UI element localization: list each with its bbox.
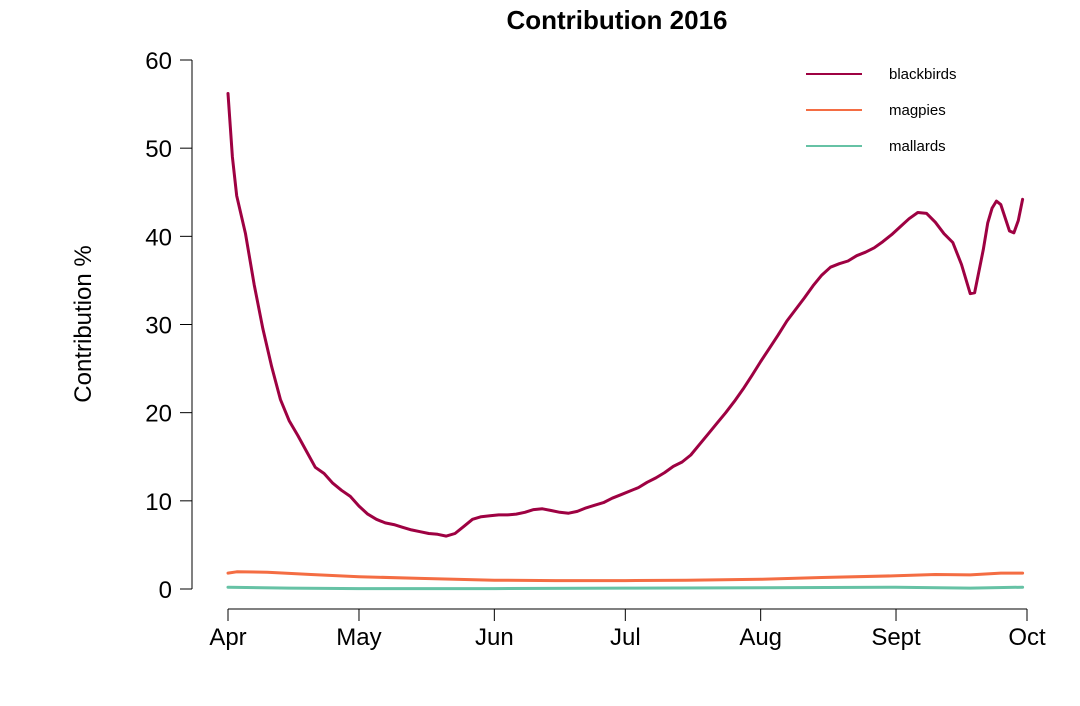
series-line-blackbirds <box>226 92 1025 538</box>
y-tick-label: 60 <box>145 48 172 75</box>
y-tick-label: 0 <box>159 577 172 604</box>
legend: blackbirds magpies mallards <box>806 66 957 155</box>
y-axis: 0 10 20 30 40 50 60 <box>145 48 193 604</box>
legend-label-blackbirds: blackbirds <box>889 66 957 83</box>
y-tick-label: 10 <box>145 489 172 516</box>
y-tick-label: 50 <box>145 136 172 163</box>
plot-area <box>226 92 1025 591</box>
x-tick-label: Aug <box>739 624 782 651</box>
chart-title: Contribution 2016 <box>506 5 727 35</box>
y-axis-label: Contribution % <box>70 245 97 402</box>
y-tick-label: 40 <box>145 224 172 251</box>
x-tick-label: Sept <box>871 624 921 651</box>
x-tick-label: Jul <box>610 624 641 651</box>
x-tick-label: May <box>336 624 381 651</box>
x-tick-label: Apr <box>209 624 246 651</box>
legend-label-mallards: mallards <box>889 138 946 155</box>
x-tick-label: Jun <box>475 624 514 651</box>
y-tick-label: 20 <box>145 401 172 428</box>
x-axis: Apr May Jun Jul Aug Sept Oct <box>209 608 1046 651</box>
y-tick-label: 30 <box>145 313 172 340</box>
series-line-magpies <box>226 570 1025 583</box>
series-line-mallards <box>226 585 1025 591</box>
x-tick-label: Oct <box>1008 624 1046 651</box>
legend-label-magpies: magpies <box>889 102 946 119</box>
